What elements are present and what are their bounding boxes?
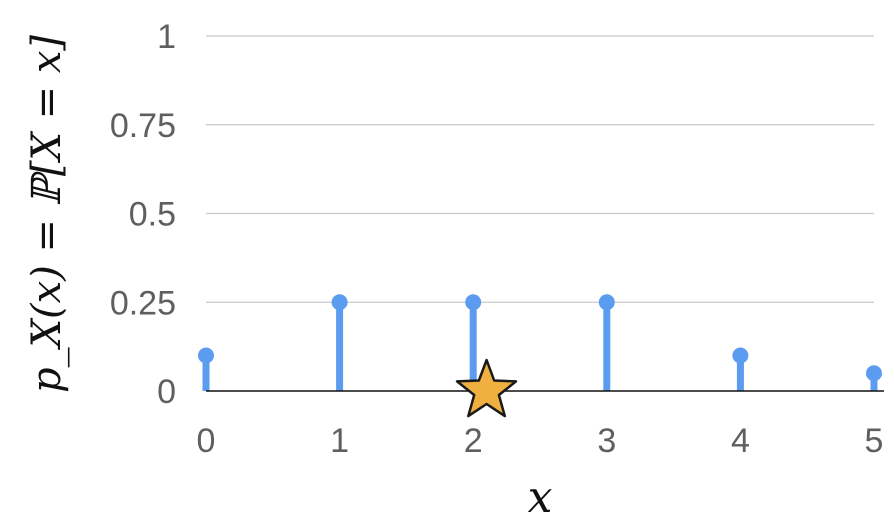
y-axis-title: p_X(x) = ℙ[X = x] [24,35,70,393]
stem-point [598,294,615,311]
y-tick-label: 0.5 [129,196,176,234]
y-tick-label: 1 [157,18,176,56]
stem-point [465,294,482,311]
stem-point [331,294,348,311]
star-marker-icon [455,358,518,418]
stem-point [198,347,214,364]
y-tick-label: 0.25 [110,284,176,322]
marker-layer [455,358,518,418]
stem-point [732,347,749,364]
grid-lines [206,35,874,303]
y-tick-label: 0 [157,373,176,411]
x-tick-label: 0 [197,422,216,460]
x-tick-label: 5 [865,422,884,460]
y-tick-label: 0.75 [110,107,176,145]
x-tick-label: 1 [330,422,349,460]
x-tick-label: 3 [597,422,616,460]
x-tick-label: 4 [731,422,750,460]
x-axis-title: x [528,472,553,523]
y-tick-labels: 0 0.25 0.5 0.75 1 [110,18,176,411]
x-tick-label: 2 [464,422,483,460]
stems [198,294,882,391]
x-tick-labels: 0 1 2 3 4 5 [197,422,884,460]
stem-point [866,365,882,382]
